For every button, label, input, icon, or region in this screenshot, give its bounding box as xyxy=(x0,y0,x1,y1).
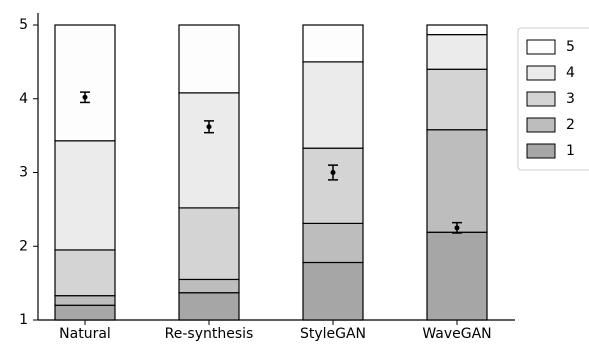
bar-segment xyxy=(54,304,116,321)
legend-swatch xyxy=(526,143,556,159)
mean-marker xyxy=(206,124,212,130)
mean-marker xyxy=(454,225,460,231)
bar-segment xyxy=(302,261,364,321)
y-tick-label: 1 xyxy=(19,312,28,328)
y-tick-label: 3 xyxy=(19,165,28,181)
bar-segment xyxy=(178,207,240,281)
bar-segment xyxy=(178,24,240,94)
bar-segment xyxy=(178,92,240,209)
legend-label: 3 xyxy=(566,91,575,107)
legend-swatch xyxy=(526,39,556,55)
legend-swatch xyxy=(526,65,556,81)
y-tick-label: 5 xyxy=(19,17,28,33)
legend-label: 2 xyxy=(566,117,575,133)
legend-label: 4 xyxy=(566,65,575,81)
bar-segment xyxy=(54,140,116,251)
bar-segment xyxy=(426,33,488,70)
x-tick-label: WaveGAN xyxy=(422,326,491,342)
bar-segment xyxy=(54,24,116,142)
bar-segment xyxy=(54,295,116,306)
bar-segment xyxy=(178,278,240,294)
bar-segment xyxy=(426,129,488,233)
y-tick-label: 4 xyxy=(19,91,28,107)
legend-label: 5 xyxy=(566,39,575,55)
bar-segment xyxy=(426,24,488,36)
legend-swatch xyxy=(526,91,556,107)
bar-segment xyxy=(302,24,364,63)
mean-marker xyxy=(330,170,336,175)
bar-segment xyxy=(178,292,240,321)
y-tick-label: 2 xyxy=(19,238,28,254)
bar-segment xyxy=(302,61,364,149)
bar-segment xyxy=(54,249,116,297)
mean-marker xyxy=(82,94,88,100)
x-tick-label: Natural xyxy=(59,326,111,342)
bar-segment xyxy=(426,231,488,321)
x-tick-label: StyleGAN xyxy=(300,326,366,342)
x-tick-label: Re-synthesis xyxy=(165,326,254,342)
bar-segment xyxy=(302,222,364,264)
legend-swatch xyxy=(526,117,556,133)
bar-segment xyxy=(302,147,364,224)
bar-segment xyxy=(426,68,488,131)
legend-label: 1 xyxy=(566,143,575,159)
